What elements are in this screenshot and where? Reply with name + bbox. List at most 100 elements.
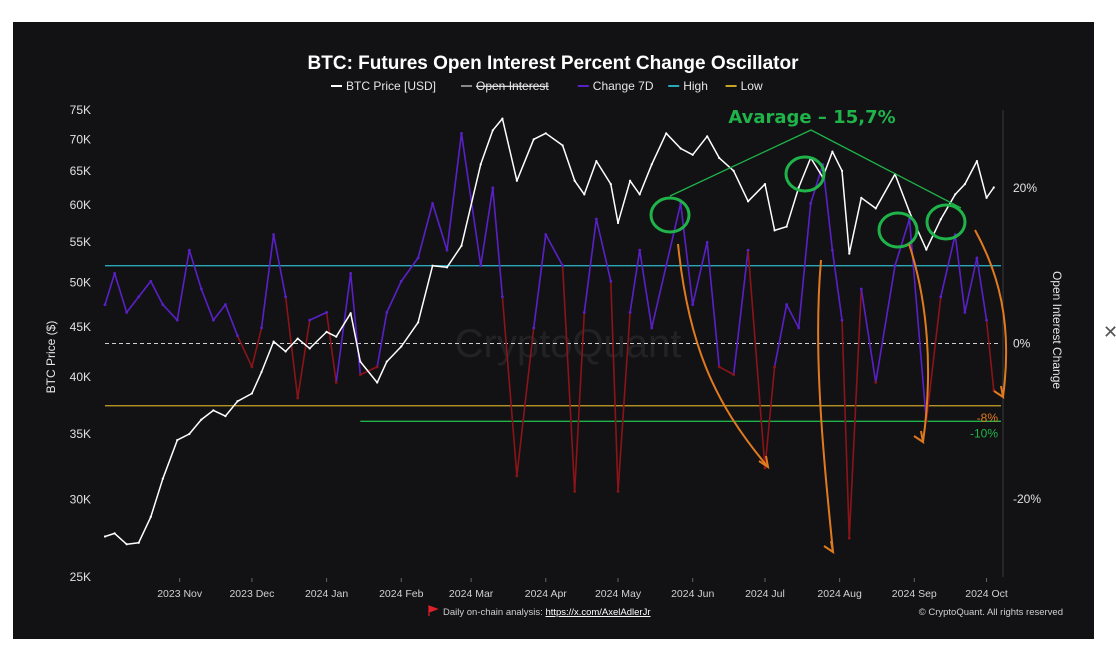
price-point [113, 532, 116, 535]
oscillator-segment [976, 257, 988, 321]
x-tick: 2024 Aug [817, 588, 862, 600]
price-point [308, 347, 311, 350]
oscillator-point [149, 279, 153, 283]
price-point [860, 196, 863, 199]
oscillator-segment [417, 203, 434, 259]
chart-canvas: BTC: Futures Open Interest Percent Chang… [44, 53, 1064, 618]
price-point [335, 335, 338, 338]
price-point [200, 418, 203, 421]
footer-link[interactable]: https://x.com/AxelAdlerJr [545, 607, 650, 618]
oscillator-point [199, 287, 203, 291]
price-point [137, 541, 140, 544]
arrow-head [758, 455, 770, 470]
oscillator-point [113, 272, 117, 275]
oscillator-segment [732, 250, 749, 375]
legend-item: Low [741, 79, 763, 93]
oscillator-point [840, 318, 844, 322]
x-tick: 2024 Mar [449, 588, 494, 600]
oscillator-segment [126, 296, 140, 313]
oscillator-point [260, 326, 263, 330]
oscillator-point [939, 295, 943, 299]
y-left-tick: 70K [70, 132, 91, 146]
oscillator-point [594, 217, 598, 221]
oscillator-segment [665, 203, 682, 266]
oscillator-point [874, 381, 878, 384]
y-left-tick: 50K [70, 275, 91, 289]
oscillator-segment [638, 249, 653, 329]
oscillator-segment [516, 327, 535, 476]
highlight-circle [877, 211, 919, 249]
oscillator-segment [764, 366, 776, 469]
price-point [491, 129, 494, 132]
oscillator-point [349, 272, 353, 275]
oscillator-segment [718, 366, 735, 376]
price-point [460, 244, 463, 247]
oscillator-point [137, 295, 141, 299]
oscillator-segment [284, 296, 299, 399]
y-left-tick: 75K [70, 103, 91, 117]
price-point [544, 132, 547, 135]
oscillator-point [732, 373, 736, 377]
oscillator-segment [706, 242, 720, 367]
oscillator-point [763, 466, 767, 470]
oscillator-segment [964, 257, 978, 313]
trend-arrow [908, 243, 930, 443]
legend-item: Open Interest [476, 79, 549, 93]
copyright: © CryptoQuant. All rights reserved [919, 607, 1063, 618]
oscillator-segment [908, 218, 928, 422]
oscillator-segment [954, 234, 966, 313]
price-point [400, 345, 403, 348]
oscillator-point [399, 279, 403, 283]
oscillator-point [385, 310, 389, 314]
y-right-tick: -20% [1013, 492, 1041, 506]
close-icon[interactable]: ✕ [1103, 322, 1116, 343]
x-tick: 2024 May [595, 588, 642, 600]
price-point [272, 340, 275, 343]
arrow-head [913, 430, 925, 445]
oscillator-point [809, 202, 813, 205]
price-point [376, 381, 379, 384]
oscillator-segment [583, 218, 598, 313]
oscillator-point [664, 264, 668, 268]
x-tick: 2024 Apr [525, 588, 568, 600]
oscillator-point [284, 295, 288, 299]
oscillator-segment [650, 265, 667, 329]
price-point [732, 169, 735, 172]
oscillator-segment [545, 234, 564, 267]
oscillator-point [224, 303, 227, 306]
x-tick: 2024 Jan [305, 588, 348, 600]
oscillator-segment [212, 304, 227, 321]
price-point [746, 200, 750, 203]
oscillator-segment [104, 273, 116, 305]
oscillator-segment [874, 265, 896, 383]
oscillator-point [859, 287, 863, 291]
price-point [417, 321, 420, 324]
oscillator-point [532, 326, 536, 330]
legend-item: BTC Price [USD] [346, 79, 436, 93]
oscillator-point [187, 248, 191, 252]
oscillator-segment [747, 250, 766, 469]
oscillator-segment [691, 242, 708, 305]
price-point [848, 252, 851, 255]
oscillator-segment [561, 265, 576, 492]
price-point [679, 147, 682, 150]
price-point [260, 370, 263, 374]
oscillator-point [445, 248, 449, 252]
price-point [718, 156, 721, 160]
price-point [385, 360, 388, 363]
price-point [963, 183, 966, 186]
reference-lines [105, 265, 1001, 422]
oscillator-point [797, 326, 801, 330]
oscillator-point [561, 264, 565, 268]
oscillator-point [308, 318, 312, 322]
price-point [125, 543, 128, 546]
oscillator-point [975, 256, 979, 260]
oscillator-segment [940, 234, 957, 297]
y-left-tick: 60K [70, 198, 91, 212]
oscillator-segment [629, 249, 641, 313]
oscillator-segment [894, 218, 911, 266]
price-point [224, 415, 227, 418]
oscillator-point [479, 264, 483, 268]
oscillator-point [416, 256, 420, 260]
y-left-tick: 35K [70, 427, 91, 441]
